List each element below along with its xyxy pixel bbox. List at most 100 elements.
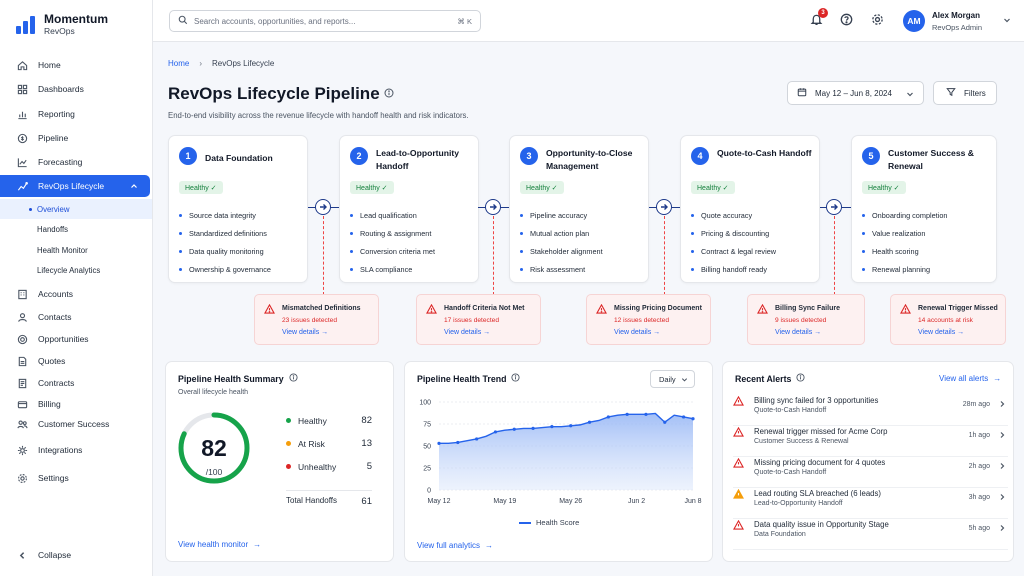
sidebar-item-accounts[interactable]: Accounts [0,283,152,305]
sidebar-item-forecasting[interactable]: Forecasting [0,151,152,173]
sidebar-subitem-health-monitor[interactable]: Health Monitor [0,240,152,260]
trend-point[interactable] [644,412,648,416]
list-item: Value realization [862,224,947,242]
sidebar-item-label: Settings [38,473,69,483]
date-range-button[interactable]: May 12 – Jun 8, 2024 [787,81,924,105]
warning-icon [757,303,768,316]
sidebar-item-quotes[interactable]: Quotes [0,350,152,372]
health-badge: Healthy ✓ [179,181,223,194]
chevron-down-icon[interactable] [1003,16,1011,26]
list-item: Standardized definitions [179,224,271,242]
sidebar-item-label: Contracts [38,378,75,388]
view-details-link[interactable]: View details → [614,329,661,336]
alert-row[interactable]: Billing sync failed for 3 opportunities Q… [733,395,1008,426]
view-details-link[interactable]: View details → [918,329,965,336]
view-health-monitor-link[interactable]: View health monitor → [178,540,262,549]
trend-point[interactable] [531,426,535,430]
trend-point[interactable] [691,417,695,421]
sidebar-subitem-lifecycle-analytics[interactable]: Lifecycle Analytics [0,260,152,280]
info-icon[interactable] [289,373,298,384]
trend-point[interactable] [475,437,479,441]
info-icon[interactable] [511,373,521,384]
sidebar-item-billing[interactable]: Billing [0,393,152,415]
alert-title: Lead routing SLA breached (6 leads) [754,489,882,498]
help-button[interactable] [838,12,854,28]
sidebar-item-home[interactable]: Home [0,54,152,76]
trend-point[interactable] [550,425,554,429]
user-name[interactable]: Alex Morgan [932,11,981,20]
chevron-right-icon[interactable] [998,431,1006,441]
issue-count: 23 issues detected [282,317,337,324]
chevron-right-icon[interactable] [998,493,1006,503]
trend-point[interactable] [587,420,592,424]
alert-row[interactable]: Lead routing SLA breached (6 leads) Lead-… [733,488,1008,519]
stage-card-customer-success[interactable]: 5 Customer Success & Renewal Healthy ✓ O… [851,135,997,283]
search-box[interactable]: ⌘ K [169,10,481,32]
sidebar-subitem-overview[interactable]: Overview [0,199,152,219]
alert-row[interactable]: Missing pricing document for 4 quotes Quo… [733,457,1008,488]
stage-card-lead-to-opportunity[interactable]: 2 Lead-to-Opportunity Handoff Healthy ✓ … [339,135,479,283]
sidebar-item-integrations[interactable]: Integrations [0,439,152,461]
sidebar-item-revops-lifecycle[interactable]: RevOps Lifecycle [0,175,150,197]
sidebar-item-contracts[interactable]: Contracts [0,372,152,394]
arrow-right-icon[interactable] [315,199,331,215]
avatar[interactable]: AM [903,10,925,32]
arrow-right-icon[interactable] [656,199,672,215]
arrow-right-icon[interactable] [485,199,501,215]
alert-row[interactable]: Data quality issue in Opportunity Stage D… [733,519,1008,550]
period-select[interactable]: Daily [650,370,695,388]
issue-card[interactable]: Renewal Trigger Missed 14 accounts at ri… [890,294,1006,345]
issue-card[interactable]: Missing Pricing Document 12 issues detec… [586,294,711,345]
trend-point[interactable] [569,424,573,428]
trend-point[interactable] [493,430,498,434]
sidebar-item-settings[interactable]: Settings [0,467,152,489]
issue-card[interactable]: Handoff Criteria Not Met 17 issues detec… [416,294,541,345]
trend-point[interactable] [625,412,629,416]
view-details-link[interactable]: View details → [444,329,491,336]
sidebar-subitem-label: Health Monitor [37,245,88,255]
chevron-right-icon[interactable] [998,524,1006,534]
info-icon[interactable] [796,373,805,384]
arrow-right-icon[interactable] [826,199,842,215]
notifications-button[interactable]: 3 [808,8,828,28]
chevron-right-icon[interactable] [998,462,1006,472]
stage-card-quote-to-cash[interactable]: 4 Quote-to-Cash Handoff Healthy ✓ Quote … [680,135,820,283]
sidebar-item-reporting[interactable]: Reporting [0,103,152,125]
trend-point[interactable] [456,440,460,445]
sidebar-subitem-handoffs[interactable]: Handoffs [0,219,152,239]
sidebar-item-contacts[interactable]: Contacts [0,306,152,328]
view-full-analytics-link[interactable]: View full analytics → [417,541,493,550]
trend-point[interactable] [437,441,441,445]
trend-point[interactable] [681,415,686,419]
trend-point[interactable] [606,415,610,419]
issue-card[interactable]: Mismatched Definitions 23 issues detecte… [254,294,379,345]
info-icon[interactable] [384,88,394,100]
view-details-link[interactable]: View details → [282,329,329,336]
alert-row[interactable]: Renewal trigger missed for Acme Corp Cust… [733,426,1008,457]
sidebar-item-opportunities[interactable]: Opportunities [0,328,152,350]
sidebar-item-dashboards[interactable]: Dashboards [0,78,152,100]
health-badge: Healthy ✓ [862,181,906,194]
stage-checklist: Quote accuracy Pricing & discounting Con… [691,206,776,278]
opportunities-icon [17,334,28,345]
issue-card[interactable]: Billing Sync Failure 9 issues detected V… [747,294,865,345]
trend-point[interactable] [663,420,667,424]
sidebar-item-customer-success[interactable]: Customer Success [0,413,152,435]
sidebar-item-label: Contacts [38,312,72,322]
view-details-link[interactable]: View details → [775,329,822,336]
view-all-alerts-link[interactable]: View all alerts → [939,374,1002,383]
page-title: RevOps Lifecycle Pipeline [168,84,380,103]
breadcrumb-home-link[interactable]: Home [168,59,190,68]
collapse-button[interactable]: Collapse [0,544,152,566]
trend-point[interactable] [512,427,516,431]
stage-card-data-foundation[interactable]: 1 Data Foundation Healthy ✓ Source data … [168,135,308,283]
alert-source: Data Foundation [754,531,806,538]
sidebar-item-pipeline[interactable]: Pipeline [0,127,152,149]
brand-logo[interactable]: Momentum RevOps [16,13,108,36]
stage-card-opportunity-to-close[interactable]: 3 Opportunity-to-Close Management Health… [509,135,649,283]
settings-button[interactable] [869,12,885,28]
chevron-right-icon[interactable] [998,400,1006,410]
total-handoffs-row: Total Handoffs 61 [286,490,372,507]
search-input[interactable] [194,16,454,26]
filters-button[interactable]: Filters [933,81,997,105]
